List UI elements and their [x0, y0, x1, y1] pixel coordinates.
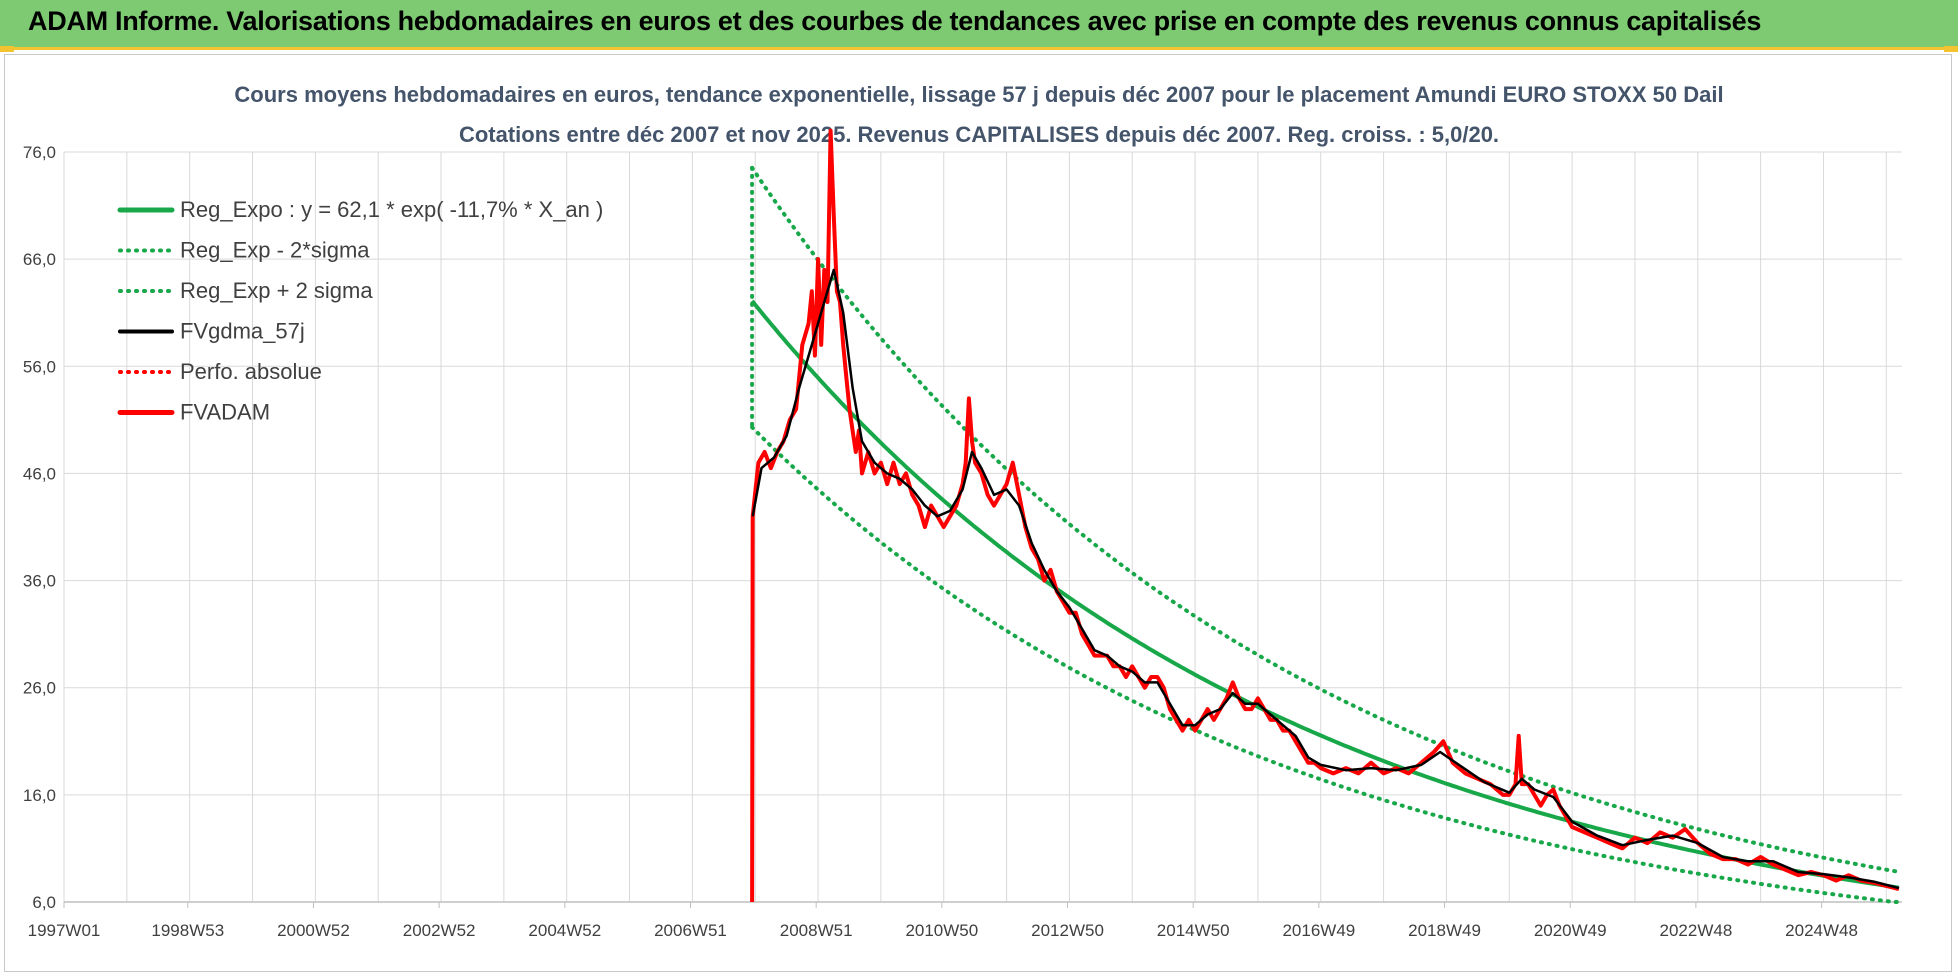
y-tick-label: 66,0	[23, 250, 56, 269]
y-tick-label: 6,0	[32, 893, 56, 912]
x-tick-label: 2016W49	[1282, 921, 1355, 940]
x-tick-label: 1997W01	[28, 921, 101, 940]
x-tick-label: 2018W49	[1408, 921, 1481, 940]
x-tick-label: 2000W52	[277, 921, 350, 940]
chart-title: Cours moyens hebdomadaires en euros, ten…	[234, 82, 1723, 107]
axes: 6,0 16,0 26,0 36,0 46,0 56,0 66,0 76,0 1997W01 19…	[23, 143, 1902, 940]
report-title: ADAM Informe. Valorisations hebdomadaire…	[28, 6, 1762, 36]
x-tick-label: 2004W52	[528, 921, 601, 940]
y-tick-label: 16,0	[23, 786, 56, 805]
chart-frame	[4, 54, 1952, 972]
x-tick-label: 2024W48	[1785, 921, 1858, 940]
y-tick-label: 36,0	[23, 572, 56, 591]
y-tick-label: 46,0	[23, 464, 56, 483]
grid	[63, 151, 1902, 903]
x-tick-label: 2012W50	[1031, 921, 1104, 940]
legend: Reg_Expo : y = 62,1 * exp( -11,7% * X_an…	[117, 197, 603, 425]
x-tick-label: 2014W50	[1157, 921, 1230, 940]
legend-label: Reg_Exp - 2*sigma	[180, 238, 370, 263]
x-tick-label: 2022W48	[1660, 921, 1733, 940]
y-tick-label: 76,0	[23, 143, 56, 162]
x-tick-label: 2002W52	[403, 921, 476, 940]
series-fvadam	[750, 128, 1900, 903]
legend-label: Perfo. absolue	[180, 359, 322, 384]
corner-marker-left	[0, 46, 14, 52]
y-tick-label: 26,0	[23, 679, 56, 698]
y-tick-label: 56,0	[23, 357, 56, 376]
report-banner: ADAM Informe. Valorisations hebdomadaire…	[0, 0, 1958, 50]
x-tick-label: 1998W53	[151, 921, 224, 940]
series-fvgdma-57j	[751, 268, 1900, 890]
x-tick-label: 2010W50	[905, 921, 978, 940]
x-tick-label: 2008W51	[780, 921, 853, 940]
corner-marker-right	[1944, 46, 1958, 52]
legend-label: FVgdma_57j	[180, 319, 305, 344]
chart-subtitle: Cotations entre déc 2007 et nov 2025. Re…	[459, 122, 1499, 147]
series	[750, 128, 1901, 904]
legend-label: Reg_Expo : y = 62,1 * exp( -11,7% * X_an…	[180, 197, 603, 222]
legend-label: FVADAM	[180, 400, 270, 425]
legend-label: Reg_Exp + 2 sigma	[180, 278, 373, 303]
series-reg-upper	[750, 165, 1901, 874]
series-reg-lower	[750, 425, 1901, 904]
x-tick-label: 2006W51	[654, 921, 727, 940]
x-tick-label: 2020W49	[1534, 921, 1607, 940]
